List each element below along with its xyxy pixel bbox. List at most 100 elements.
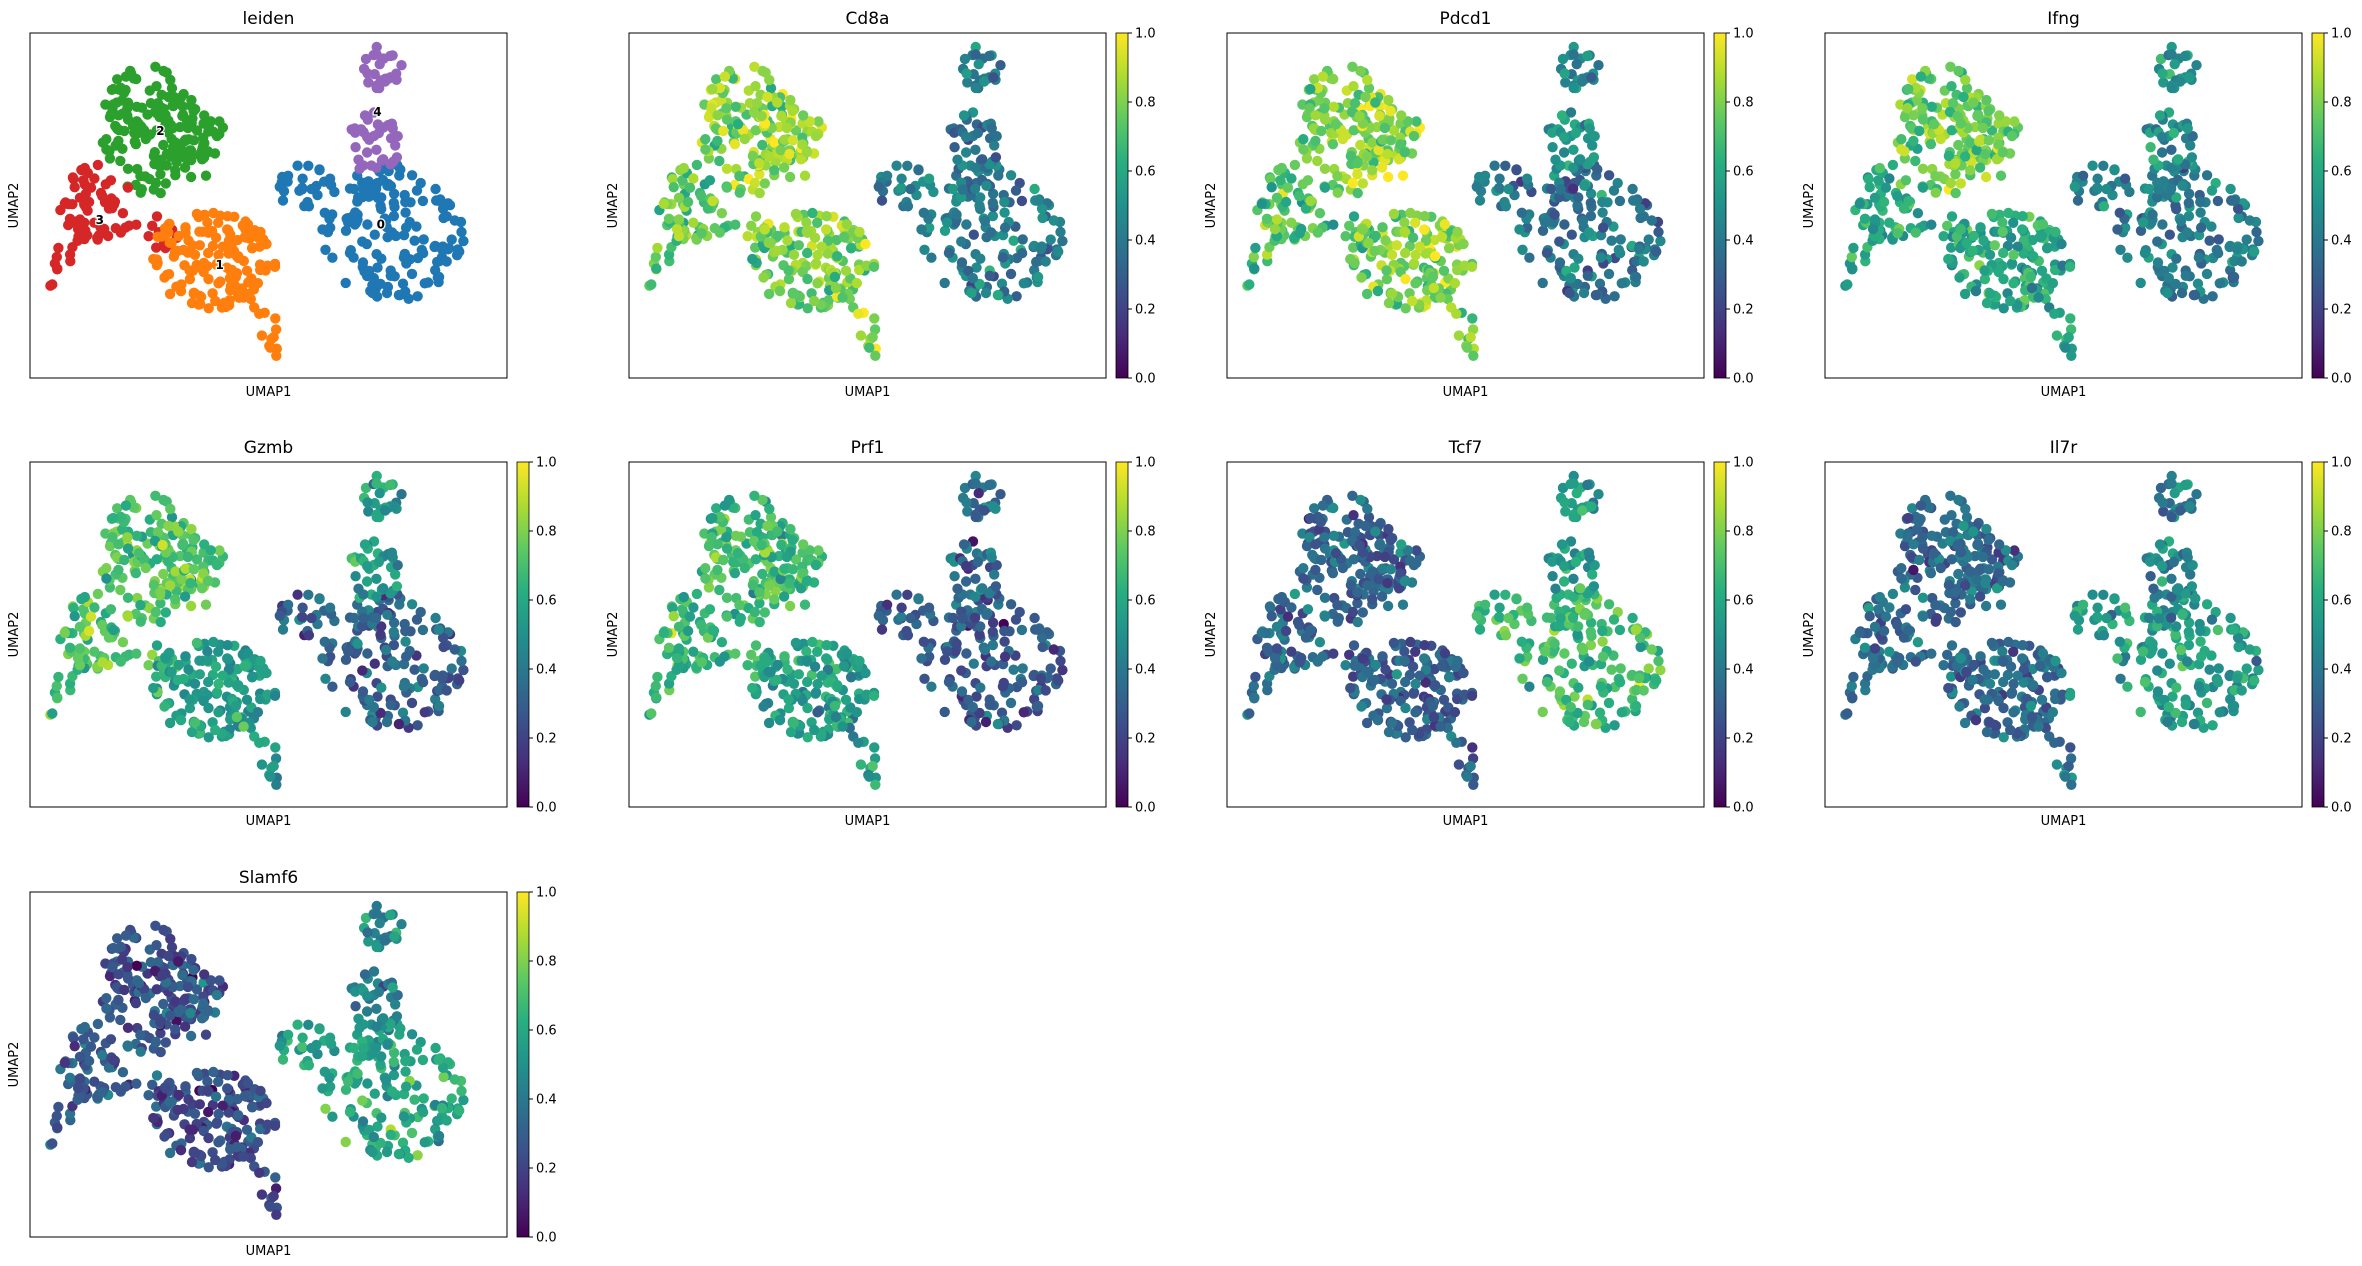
data-point [2037, 219, 2049, 230]
data-point [1983, 135, 1995, 146]
data-point [113, 110, 124, 121]
data-point [340, 277, 351, 289]
data-point [1998, 273, 2009, 285]
data-point [1386, 249, 1398, 260]
data-point [706, 103, 717, 114]
data-point [869, 324, 881, 335]
data-point [1312, 656, 1324, 667]
data-point [812, 707, 823, 718]
data-point [984, 50, 995, 62]
data-point [119, 125, 130, 137]
data-point [1312, 155, 1323, 167]
data-point [981, 180, 992, 191]
colorbar-tick-label: 0.4 [1135, 663, 1156, 678]
data-point [787, 534, 798, 546]
data-point [182, 551, 194, 563]
data-point [764, 151, 775, 162]
data-point [1655, 664, 1666, 676]
data-point [1357, 607, 1369, 618]
data-point [2065, 313, 2076, 324]
data-point [970, 591, 981, 602]
data-point [1328, 530, 1340, 541]
data-point [119, 554, 130, 566]
data-point [1847, 263, 1858, 274]
data-point [1950, 169, 1961, 180]
data-point [208, 207, 219, 219]
data-point [1381, 694, 1392, 705]
data-point [2114, 207, 2125, 218]
data-point [977, 583, 988, 594]
data-point [2201, 170, 2213, 181]
data-point [696, 228, 707, 239]
data-point [1382, 577, 1393, 589]
data-point [1310, 110, 1321, 121]
data-point [1337, 133, 1349, 145]
data-point [1328, 648, 1339, 659]
data-point [2148, 154, 2159, 165]
data-point [1896, 134, 1907, 145]
data-point [180, 134, 191, 145]
data-point [2251, 226, 2262, 238]
data-point [841, 648, 853, 659]
data-point [277, 195, 289, 206]
cluster-label: 1 [216, 258, 224, 272]
data-point [1616, 707, 1628, 718]
data-point [721, 592, 733, 603]
data-point [1643, 234, 1654, 245]
data-point [214, 116, 225, 127]
x-axis-label: UMAP1 [1443, 814, 1489, 829]
data-point [864, 342, 875, 353]
data-point [2184, 72, 2195, 83]
data-point [1953, 65, 1964, 77]
data-point [750, 211, 762, 222]
data-point [1568, 478, 1579, 489]
data-point [1554, 257, 1566, 268]
data-point [1055, 655, 1066, 667]
data-point [840, 265, 852, 276]
data-point [1603, 697, 1615, 709]
data-point [362, 219, 373, 230]
colorbar-tick-label: 0.8 [2331, 96, 2352, 111]
colorbar-gradient [1115, 32, 1129, 379]
data-point [180, 651, 191, 662]
data-point [303, 160, 314, 171]
data-point [869, 742, 880, 753]
data-point [919, 244, 930, 255]
data-point [362, 68, 373, 79]
data-point [1328, 219, 1339, 230]
data-point [1302, 604, 1314, 615]
data-point [1965, 566, 1976, 577]
data-point [981, 609, 992, 620]
data-point [974, 629, 985, 640]
data-point [969, 183, 981, 194]
data-point [1286, 217, 1297, 228]
data-point [663, 642, 675, 653]
data-point [1584, 227, 1595, 238]
data-point [1436, 231, 1448, 243]
data-point [926, 681, 937, 692]
data-point [801, 576, 812, 587]
data-point [1892, 228, 1903, 239]
data-point [173, 97, 184, 108]
data-point [1638, 685, 1649, 696]
data-point [1958, 91, 1969, 103]
data-point [89, 646, 100, 657]
data-point [2186, 152, 2198, 163]
data-point [972, 556, 983, 568]
data-point [1005, 268, 1017, 280]
data-point [714, 584, 725, 596]
data-point [956, 621, 967, 632]
data-point [1400, 303, 1411, 314]
data-point [1319, 163, 1331, 174]
data-point [160, 607, 171, 618]
data-point [696, 190, 707, 202]
data-point [1537, 225, 1549, 236]
data-point [430, 612, 441, 624]
data-point [231, 711, 243, 723]
data-point [956, 686, 968, 697]
data-point [1545, 612, 1557, 624]
data-point [210, 724, 221, 736]
data-point [1040, 685, 1051, 696]
data-point [165, 503, 176, 515]
